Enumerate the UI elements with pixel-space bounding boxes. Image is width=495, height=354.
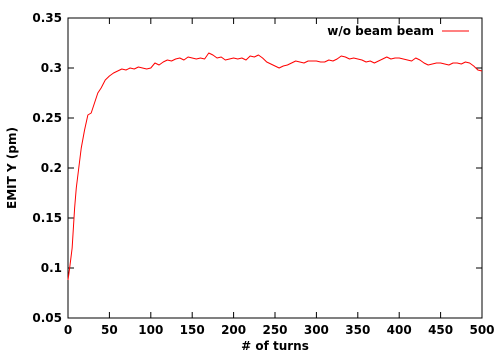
x-tick-label: 200	[221, 323, 246, 337]
x-axis-label: # of turns	[241, 339, 309, 353]
x-tick-label: 50	[101, 323, 118, 337]
x-tick-label: 400	[387, 323, 412, 337]
x-tick-label: 250	[262, 323, 287, 337]
legend-layer: w/o beam beam	[327, 24, 469, 38]
y-tick-label: 0.15	[32, 211, 62, 225]
ticks-layer: 0 50 100 150 200 250 300 350 400 450 500 0.05 0.1 0.1…	[32, 11, 494, 337]
y-tick-label: 0.2	[41, 161, 62, 175]
legend-label: w/o beam beam	[327, 24, 434, 38]
x-tick-label: 450	[428, 323, 453, 337]
x-tick-label: 300	[304, 323, 329, 337]
y-tick-label: 0.35	[32, 11, 62, 25]
x-tick-label: 0	[64, 323, 72, 337]
y-axis-label: EMIT Y (pm)	[5, 127, 19, 209]
x-tick-label: 500	[469, 323, 494, 337]
x-tick-label: 100	[138, 323, 163, 337]
series-line	[67, 52, 483, 281]
series-layer	[67, 52, 483, 281]
y-tick-label: 0.1	[41, 261, 62, 275]
x-tick-label: 350	[345, 323, 370, 337]
y-tick-label: 0.25	[32, 111, 62, 125]
y-tick-label: 0.3	[41, 61, 62, 75]
y-tick-label: 0.05	[32, 311, 62, 325]
x-tick-label: 150	[180, 323, 205, 337]
